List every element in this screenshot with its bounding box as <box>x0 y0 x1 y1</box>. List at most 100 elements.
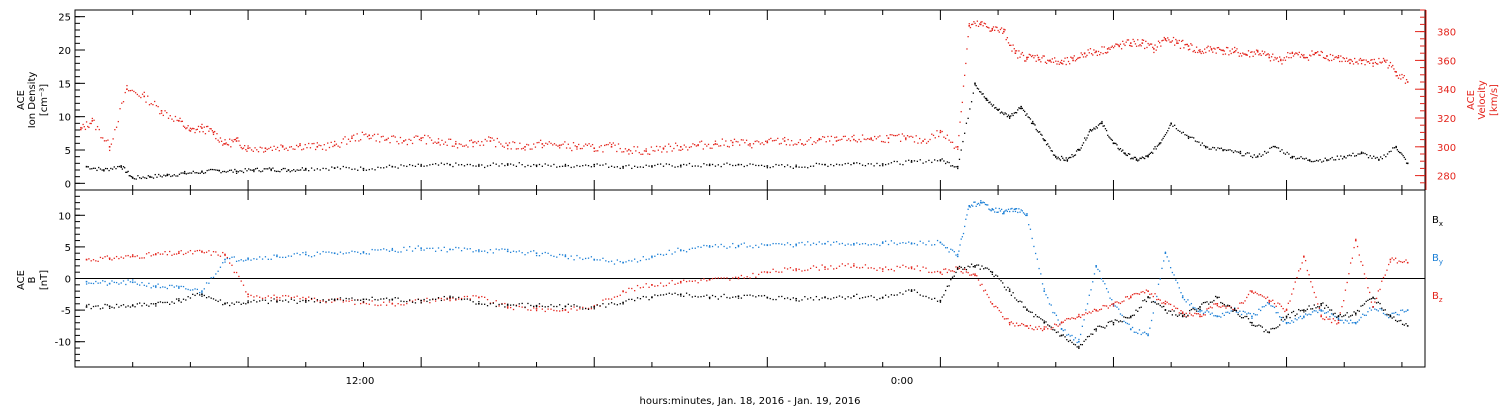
density-point <box>1156 145 1159 147</box>
bx-point <box>1277 326 1279 328</box>
velocity-point <box>1032 54 1034 57</box>
velocity-point <box>1234 46 1236 49</box>
velocity-point <box>207 125 209 128</box>
velocity-point <box>227 144 230 146</box>
bx-point <box>622 303 624 305</box>
by-point <box>573 259 575 261</box>
bz-point <box>821 264 823 266</box>
bz-point <box>1062 321 1064 323</box>
density-point <box>902 163 904 166</box>
by-point <box>196 288 199 291</box>
density-point <box>853 162 855 165</box>
bottom-left-tick-label: 0 <box>65 275 71 286</box>
by-point <box>648 258 650 260</box>
density-point <box>1244 153 1247 155</box>
bx-point <box>1100 326 1103 328</box>
bx-point <box>1258 324 1260 326</box>
velocity-point <box>102 137 104 139</box>
bz-point <box>1396 262 1399 264</box>
by-point <box>1029 228 1032 230</box>
bz-point <box>1026 325 1028 327</box>
density-point <box>980 91 982 93</box>
by-point <box>1261 306 1264 308</box>
bz-point <box>1401 261 1404 264</box>
by-point <box>781 243 783 245</box>
bx-point <box>530 304 532 307</box>
bx-point <box>1301 309 1303 312</box>
velocity-point <box>437 141 440 144</box>
bz-point <box>893 270 895 272</box>
bx-point <box>345 297 347 300</box>
bz-point <box>691 280 694 282</box>
velocity-point <box>420 139 422 142</box>
density-point <box>383 167 385 169</box>
bz-point <box>182 253 185 256</box>
density-point <box>99 168 102 170</box>
by-point <box>1396 313 1399 316</box>
bx-point <box>166 301 169 304</box>
velocity-point <box>1320 50 1322 53</box>
velocity-point <box>617 143 620 145</box>
velocity-point <box>1059 61 1062 64</box>
density-point <box>1248 152 1250 154</box>
density-point <box>943 160 945 162</box>
bz-point <box>807 269 809 271</box>
by-point <box>515 251 518 253</box>
density-point <box>1236 151 1238 153</box>
bx-point <box>827 297 829 300</box>
density-point <box>103 169 105 171</box>
velocity-point <box>818 138 821 141</box>
velocity-point <box>578 143 580 146</box>
velocity-point <box>581 147 583 150</box>
bx-point <box>1263 330 1265 333</box>
velocity-point <box>1131 45 1133 47</box>
by-point <box>1043 290 1046 292</box>
density-point <box>140 177 143 180</box>
velocity-point <box>1064 57 1066 59</box>
velocity-point <box>107 139 109 141</box>
bz-point <box>939 271 942 273</box>
bz-point <box>758 273 760 276</box>
velocity-point <box>983 22 985 24</box>
bx-point <box>544 306 546 308</box>
bx-point <box>108 305 111 308</box>
top-left-label-line1: ACE <box>16 90 27 110</box>
bz-point <box>240 280 242 282</box>
bx-point <box>109 307 111 309</box>
bx-point <box>134 306 136 308</box>
velocity-point <box>1120 48 1123 50</box>
by-point <box>784 244 786 246</box>
by-point <box>185 288 187 290</box>
bz-point <box>801 270 803 272</box>
density-point <box>1089 129 1092 131</box>
bz-point <box>296 295 298 297</box>
bx-point <box>1052 328 1054 331</box>
by-point <box>1083 319 1085 321</box>
velocity-point <box>1214 48 1216 50</box>
velocity-point <box>536 142 538 144</box>
velocity-point <box>1036 54 1039 56</box>
density-point <box>939 159 942 161</box>
bx-point <box>504 306 506 308</box>
bz-point <box>141 257 143 259</box>
density-point <box>524 166 526 168</box>
density-point <box>92 167 95 169</box>
velocity-point <box>517 148 519 150</box>
velocity-point <box>1187 49 1190 51</box>
by-point <box>1289 322 1291 324</box>
density-point <box>1154 146 1156 148</box>
bx-point <box>495 305 497 308</box>
density-point <box>1018 107 1020 109</box>
bx-point <box>1379 302 1381 305</box>
density-point <box>732 164 734 167</box>
velocity-point <box>1395 75 1397 77</box>
bz-point <box>345 300 347 302</box>
bz-point <box>763 271 766 273</box>
velocity-point <box>1169 41 1171 43</box>
density-point <box>533 163 535 166</box>
by-point <box>132 279 134 281</box>
bz-point <box>388 301 391 303</box>
bz-point <box>668 282 670 284</box>
bx-point <box>1183 313 1186 316</box>
density-point <box>970 101 973 103</box>
